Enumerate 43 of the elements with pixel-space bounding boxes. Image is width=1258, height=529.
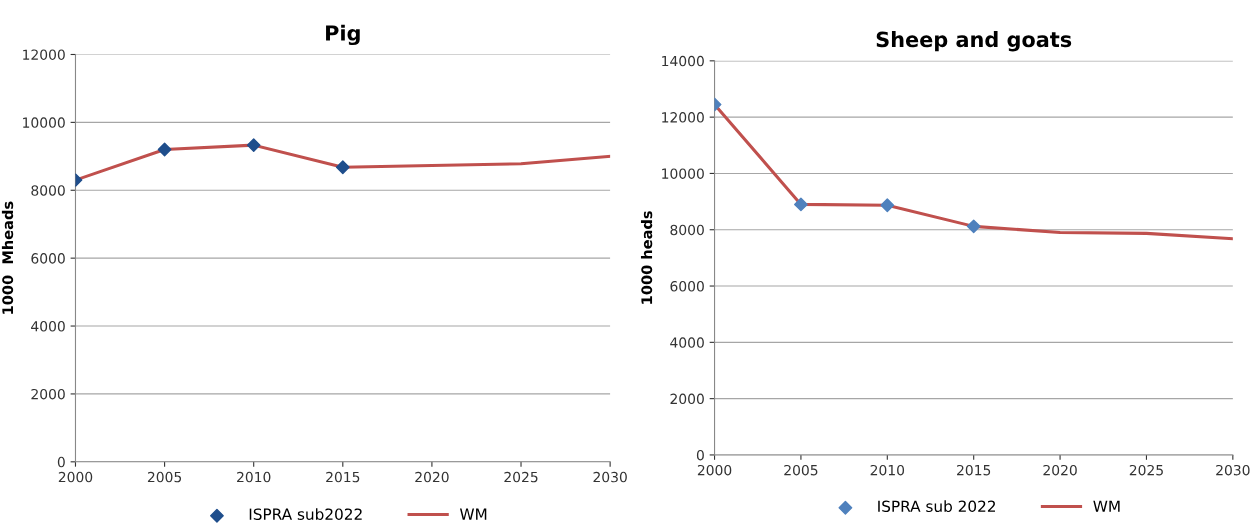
y-tick-label: 10000 xyxy=(23,117,65,128)
y-tick-label: 0 xyxy=(696,449,704,461)
x-tick-label: 2005 xyxy=(784,464,818,476)
y-tick-label: 2000 xyxy=(670,393,704,405)
y-tick-label: 12000 xyxy=(662,112,704,123)
x-tick-label: 2010 xyxy=(870,464,905,476)
chart-title: Sheep and goats xyxy=(876,31,1072,52)
x-tick-label: 2030 xyxy=(593,471,627,483)
y-tick-label: 8000 xyxy=(670,224,704,236)
x-tick-label: 2000 xyxy=(697,464,732,476)
x-tick-label: 2010 xyxy=(237,471,271,483)
y-tick-label: 8000 xyxy=(31,185,65,196)
legend-label: ISPRA sub 2022 xyxy=(878,500,995,513)
point xyxy=(246,138,261,153)
y-axis-title: 1000 Mheads xyxy=(1,201,14,314)
y-tick-label: 2000 xyxy=(31,388,65,400)
x-tick-label: 2030 xyxy=(1216,464,1250,476)
legend-label: WM xyxy=(459,508,487,520)
y-tick-label: 6000 xyxy=(31,253,65,264)
legend-label: WM xyxy=(1093,500,1120,512)
x-tick-label: 2020 xyxy=(415,471,449,483)
y-tick-label: 10000 xyxy=(662,168,704,179)
legend-label: ISPRA sub2022 xyxy=(249,508,362,520)
point xyxy=(880,198,895,213)
y-tick-label: 6000 xyxy=(670,281,704,292)
x-tick-label: 2015 xyxy=(326,471,360,483)
y-tick-label: 4000 xyxy=(670,337,704,348)
x-tick-label: 2025 xyxy=(504,471,538,483)
point xyxy=(794,197,808,212)
x-tick-label: 2015 xyxy=(957,464,991,476)
y-tick-label: 14000 xyxy=(662,55,704,67)
x-tick-label: 2020 xyxy=(1043,464,1077,476)
point xyxy=(157,142,172,157)
y-tick-label: 4000 xyxy=(31,321,65,332)
point xyxy=(966,219,981,234)
y-tick-label: 12000 xyxy=(23,49,65,60)
x-tick-label: 2000 xyxy=(58,471,93,483)
point xyxy=(335,160,350,175)
y-tick-label: 0 xyxy=(57,456,65,468)
chart-title: Pig xyxy=(326,24,360,46)
x-tick-label: 2025 xyxy=(1129,464,1163,476)
x-tick-label: 2005 xyxy=(147,471,182,483)
y-axis-title: 1000 heads xyxy=(640,211,653,304)
